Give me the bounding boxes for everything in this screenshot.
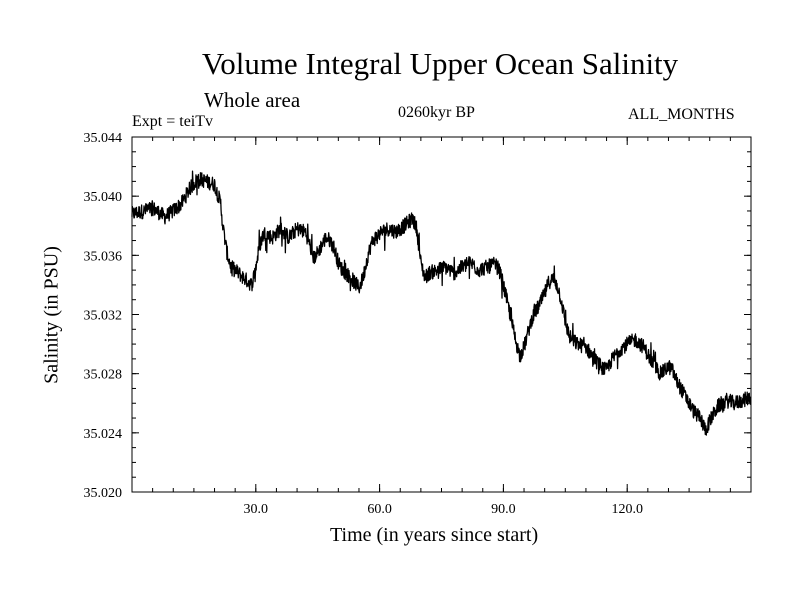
period-label: 0260kyr BP: [398, 104, 475, 121]
y-tick-label: 35.024: [84, 427, 123, 442]
experiment-label: Expt = teiTv: [132, 113, 214, 130]
y-tick-label: 35.040: [84, 190, 123, 205]
y-tick-label: 35.032: [84, 309, 123, 324]
chart-title: Volume Integral Upper Ocean Salinity: [201, 46, 679, 81]
y-tick-label: 35.028: [84, 368, 123, 383]
series-group: [131, 170, 752, 436]
y-tick-label: 35.036: [84, 249, 123, 264]
y-tick-label: 35.044: [84, 131, 123, 146]
series-line-salinity: [131, 170, 752, 436]
y-axis-label: Salinity (in PSU): [40, 246, 63, 384]
chart-subtitle: Whole area: [204, 88, 301, 112]
y-tick-label: 35.020: [84, 486, 123, 501]
x-tick-label: 90.0: [491, 502, 516, 517]
axis-ticks: 35.020 35.024 35.028 35.032 35.036 35.040 35.0…: [84, 131, 751, 517]
months-label: ALL_MONTHS: [628, 106, 735, 123]
x-axis-label: Time (in years since start): [330, 524, 539, 546]
x-tick-label: 60.0: [367, 502, 392, 517]
x-tick-label: 120.0: [611, 502, 643, 517]
x-tick-label: 30.0: [244, 502, 269, 517]
plot-frame: [131, 136, 752, 493]
